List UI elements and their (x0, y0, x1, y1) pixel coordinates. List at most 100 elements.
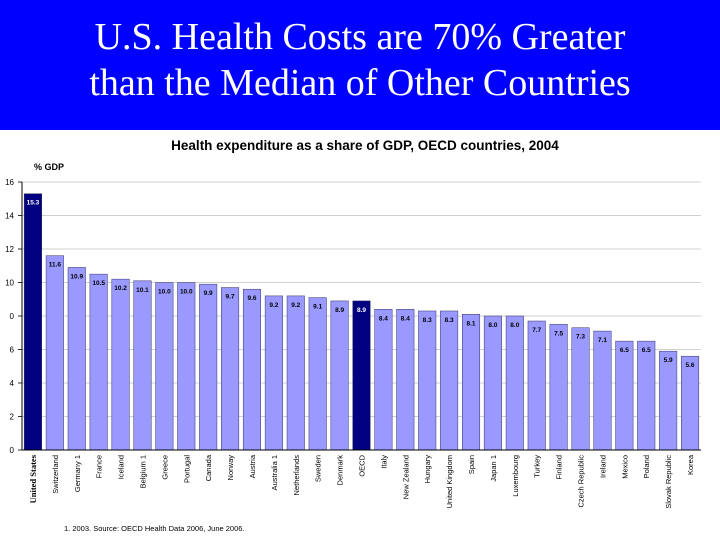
bar-austria (242, 288, 261, 451)
data-label-denmark: 8.9 (335, 307, 344, 314)
data-label-japan-1: 8.0 (488, 322, 497, 329)
y-tick-label: 6 (10, 346, 15, 355)
bar-norway (221, 287, 240, 451)
axes: 0 2 4 6 0 10 12 14 16 (5, 178, 701, 455)
bar-hungary (418, 310, 437, 451)
data-label-mexico: 6.5 (620, 347, 629, 354)
data-label-switzerland: 11.6 (49, 262, 62, 269)
y-tick-label: 0 (10, 312, 15, 321)
category-label-poland: Poland (642, 455, 651, 478)
bar-poland (637, 340, 656, 451)
data-label-iceland: 10.2 (114, 285, 127, 292)
category-label-slovak-republic: Slovak Republic (664, 455, 673, 509)
bar-sweden (308, 297, 327, 451)
category-label-oecd: OECD (358, 454, 367, 476)
category-label-canada: Canada (204, 454, 213, 481)
bar-greece (155, 282, 174, 451)
bar-mexico (615, 340, 634, 451)
data-label-czech-republic: 7.3 (576, 334, 585, 341)
category-label-new-zealand: New Zealand (401, 455, 410, 499)
bar-japan-1 (483, 315, 502, 451)
data-label-portugal: 10.0 (180, 289, 193, 296)
chart-title: Health expenditure as a share of GDP, OE… (171, 138, 559, 153)
bar-switzerland (45, 255, 64, 451)
category-label-australia-1: Australia 1 (270, 455, 279, 490)
y-tick-label: 2 (10, 413, 15, 422)
data-label-slovak-republic: 5.9 (664, 357, 673, 364)
category-label-france: France (95, 455, 104, 478)
category-label-belgium-1: Belgium 1 (138, 455, 147, 488)
bar-new-zealand (396, 309, 415, 451)
category-label-greece: Greece (160, 455, 169, 480)
footnote: 1. 2003. Source: OECD Health Data 2006, … (64, 524, 245, 533)
category-label-turkey: Turkey (533, 455, 542, 478)
bar-netherlands (286, 295, 305, 451)
bar-france (89, 273, 108, 451)
data-label-spain: 8.1 (466, 320, 475, 327)
data-label-luxembourg: 8.0 (510, 322, 519, 329)
data-label-austria: 9.6 (247, 295, 256, 302)
data-label-norway: 9.7 (226, 294, 235, 301)
data-label-new-zealand: 8.4 (401, 315, 410, 322)
bar-korea (681, 355, 700, 451)
bar-iceland (111, 278, 130, 451)
category-label-korea: Korea (686, 454, 695, 475)
category-label-germany-1: Germany 1 (73, 455, 82, 492)
y-tick-label: 4 (10, 379, 15, 388)
data-label-poland: 6.5 (642, 347, 651, 354)
bar-italy (374, 309, 393, 451)
bar-portugal (177, 282, 196, 451)
category-label-united-states: United States (28, 454, 38, 503)
y-tick-label: 10 (5, 279, 14, 288)
bar-chart: Health expenditure as a share of GDP, OE… (5, 138, 701, 533)
bar-turkey (527, 320, 546, 451)
y-tick-label: 0 (10, 446, 15, 455)
data-label-ireland: 7.1 (598, 337, 607, 344)
category-label-united-kingdom: United Kingdom (445, 455, 454, 508)
category-label-iceland: Iceland (117, 455, 126, 479)
data-label-korea: 5.6 (686, 362, 695, 369)
category-label-luxembourg: Luxembourg (511, 455, 520, 497)
data-label-netherlands: 9.2 (291, 302, 300, 309)
bar-denmark (330, 300, 349, 451)
data-label-canada: 9.9 (204, 290, 213, 297)
bar-germany-1 (67, 267, 86, 451)
bar-canada (199, 283, 218, 451)
y-axis-label: % GDP (34, 162, 64, 172)
category-label-mexico: Mexico (620, 455, 629, 479)
category-label-portugal: Portugal (182, 455, 191, 483)
chart-panel: Health expenditure as a share of GDP, OE… (0, 130, 720, 540)
category-labels: United States Switzerland Germany 1 France I… (28, 454, 695, 509)
category-label-austria: Austria (248, 454, 257, 478)
data-label-hungary: 8.3 (423, 317, 432, 324)
category-label-italy: Italy (379, 455, 388, 469)
title-banner: U.S. Health Costs are 70% Greater than t… (0, 0, 720, 130)
y-tick-label: 14 (5, 212, 14, 221)
data-label-united-states: 15.3 (27, 200, 40, 207)
bar-czech-republic (571, 327, 590, 451)
category-label-denmark: Denmark (336, 455, 345, 486)
data-label-turkey: 7.7 (532, 327, 541, 334)
category-label-finland: Finland (555, 455, 564, 480)
data-label-france: 10.5 (92, 280, 105, 287)
y-tick-label: 12 (5, 245, 14, 254)
data-label-australia-1: 9.2 (269, 302, 278, 309)
category-label-switzerland: Switzerland (51, 455, 60, 494)
data-label-sweden: 9.1 (313, 304, 322, 311)
data-label-belgium-1: 10.1 (136, 287, 149, 294)
data-label-italy: 8.4 (379, 315, 388, 322)
category-label-hungary: Hungary (423, 455, 432, 484)
slide-title-line-2: than the Median of Other Countries (89, 62, 631, 104)
category-label-sweden: Sweden (314, 455, 323, 482)
bar-belgium-1 (133, 280, 152, 451)
y-tick-label: 16 (5, 178, 14, 187)
bar-united-kingdom (440, 310, 459, 451)
slide-title-line-1: U.S. Health Costs are 70% Greater (94, 16, 626, 58)
data-label-oecd: 8.9 (357, 307, 366, 314)
bar-finland (549, 324, 568, 451)
bar-oecd (352, 300, 371, 451)
bar-ireland (593, 330, 612, 451)
bar-slovak-republic (659, 350, 678, 451)
bar-spain (462, 314, 481, 451)
data-label-greece: 10.0 (158, 289, 171, 296)
